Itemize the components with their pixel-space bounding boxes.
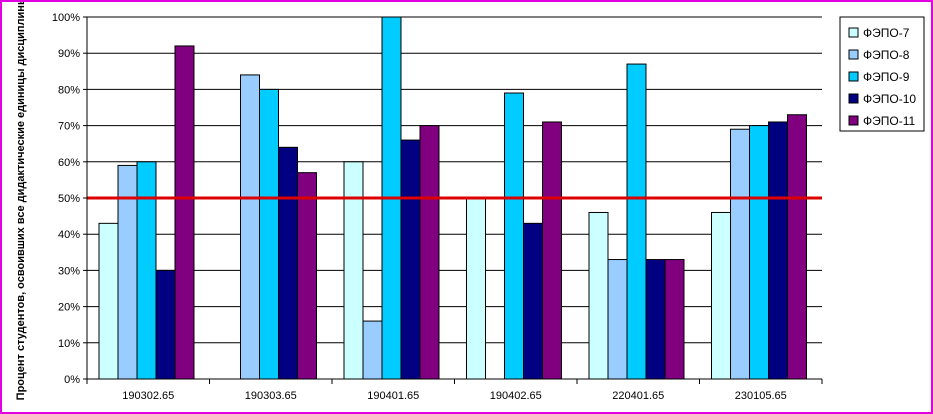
- legend-items: ФЭПО-7 ФЭПО-8 ФЭПО-9 ФЭПО-10 ФЭПО-11: [848, 26, 916, 128]
- legend-label: ФЭПО-11: [863, 114, 915, 128]
- bar: [98, 222, 119, 380]
- bar: [588, 211, 609, 380]
- tick-labels: 0% 10% 20% 30% 40% 50% 60% 70% 80% 90% 100% 190302.…: [52, 12, 787, 402]
- bar: [787, 114, 807, 380]
- bar: [523, 222, 543, 380]
- y-tick-label: 80%: [58, 84, 80, 96]
- legend-label: ФЭПО-7: [863, 26, 910, 40]
- bar: [711, 211, 731, 380]
- y-tick-label: 100%: [52, 12, 80, 24]
- bars: [98, 16, 807, 380]
- x-tick-label: 190303.65: [245, 390, 297, 402]
- y-tick-label: 40%: [58, 229, 80, 241]
- legend-label: ФЭПО-8: [863, 48, 910, 62]
- legend-swatch: [848, 71, 859, 82]
- bar: [504, 92, 524, 380]
- bar: [259, 88, 279, 380]
- y-tick-label: 10%: [58, 338, 80, 350]
- y-tick-label: 30%: [58, 265, 80, 277]
- bar: [419, 125, 440, 380]
- bar: [297, 172, 317, 380]
- y-tick-label: 20%: [58, 302, 80, 314]
- x-tick-label: 190302.65: [122, 390, 174, 402]
- bar: [542, 121, 562, 380]
- y-tick-label: 70%: [58, 121, 80, 133]
- bar: [749, 125, 769, 380]
- bar: [466, 197, 486, 380]
- legend-swatch: [848, 49, 859, 60]
- bar: [664, 259, 685, 380]
- bar: [607, 259, 628, 380]
- legend-label: ФЭПО-9: [863, 70, 910, 84]
- y-tick-label: 60%: [58, 157, 80, 169]
- bar: [240, 74, 260, 380]
- legend-swatch: [848, 115, 859, 126]
- legend-swatch: [848, 93, 859, 104]
- y-tick-label: 0%: [64, 374, 80, 386]
- bar: [400, 139, 421, 380]
- legend: ФЭПО-7 ФЭПО-8 ФЭПО-9 ФЭПО-10 ФЭПО-11: [839, 16, 925, 132]
- legend-swatch: [848, 27, 859, 38]
- bar: [645, 259, 666, 380]
- legend-label: ФЭПО-10: [863, 92, 916, 106]
- y-tick-label: 90%: [58, 48, 80, 60]
- x-tick-label: 190401.65: [367, 390, 419, 402]
- bar: [136, 161, 157, 380]
- bar: [155, 269, 176, 380]
- bar: [730, 128, 750, 380]
- bar: [362, 320, 383, 380]
- axes: [83, 16, 823, 384]
- bar: [626, 63, 647, 380]
- y-tick-label: 50%: [58, 193, 80, 205]
- bar: [343, 161, 364, 380]
- bar: [768, 121, 788, 380]
- y-axis-title: Процент студентов, освоивших все дидакти…: [15, 2, 27, 400]
- x-tick-label: 190402.65: [490, 390, 542, 402]
- bar: [174, 45, 195, 380]
- x-tick-label: 220401.65: [612, 390, 664, 402]
- x-tick-label: 230105.65: [735, 390, 787, 402]
- bar: [278, 146, 298, 380]
